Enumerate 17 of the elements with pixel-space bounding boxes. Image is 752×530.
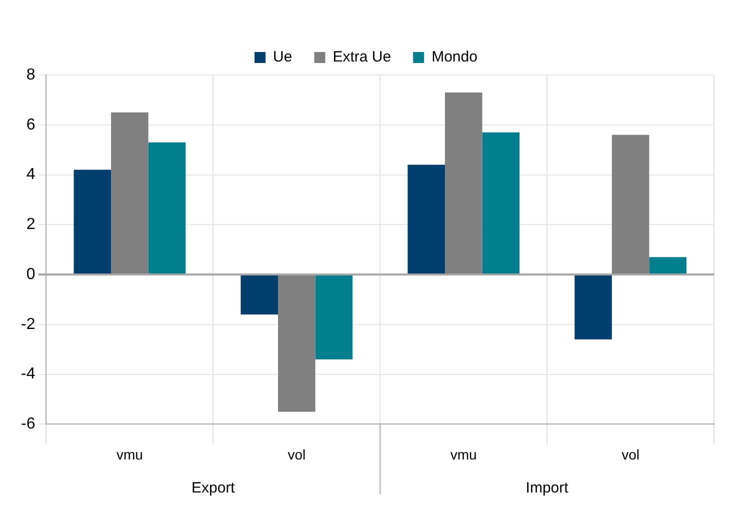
y-tick-label: 2 [26,216,36,234]
x-tick-label: vol [622,446,640,462]
y-tick-label: 8 [26,66,36,84]
x-tick-label: vmu [116,446,143,462]
y-tick-label: 6 [26,116,36,134]
text: Import [526,479,570,496]
x-tick-label: vol [288,446,306,462]
x-tick-label: vmu [450,446,477,462]
y-tick-label: -2 [20,316,36,333]
legend-label: Extra Ue [332,48,392,66]
y-tick-label: -6 [20,416,36,433]
legend-label: Ue [273,48,292,66]
y-tick-label: 4 [26,166,36,184]
y-tick-label: 0 [26,266,36,283]
y-tick-label: -4 [20,366,36,383]
text: Export [191,479,236,496]
legend-label: Mondo [432,48,478,66]
